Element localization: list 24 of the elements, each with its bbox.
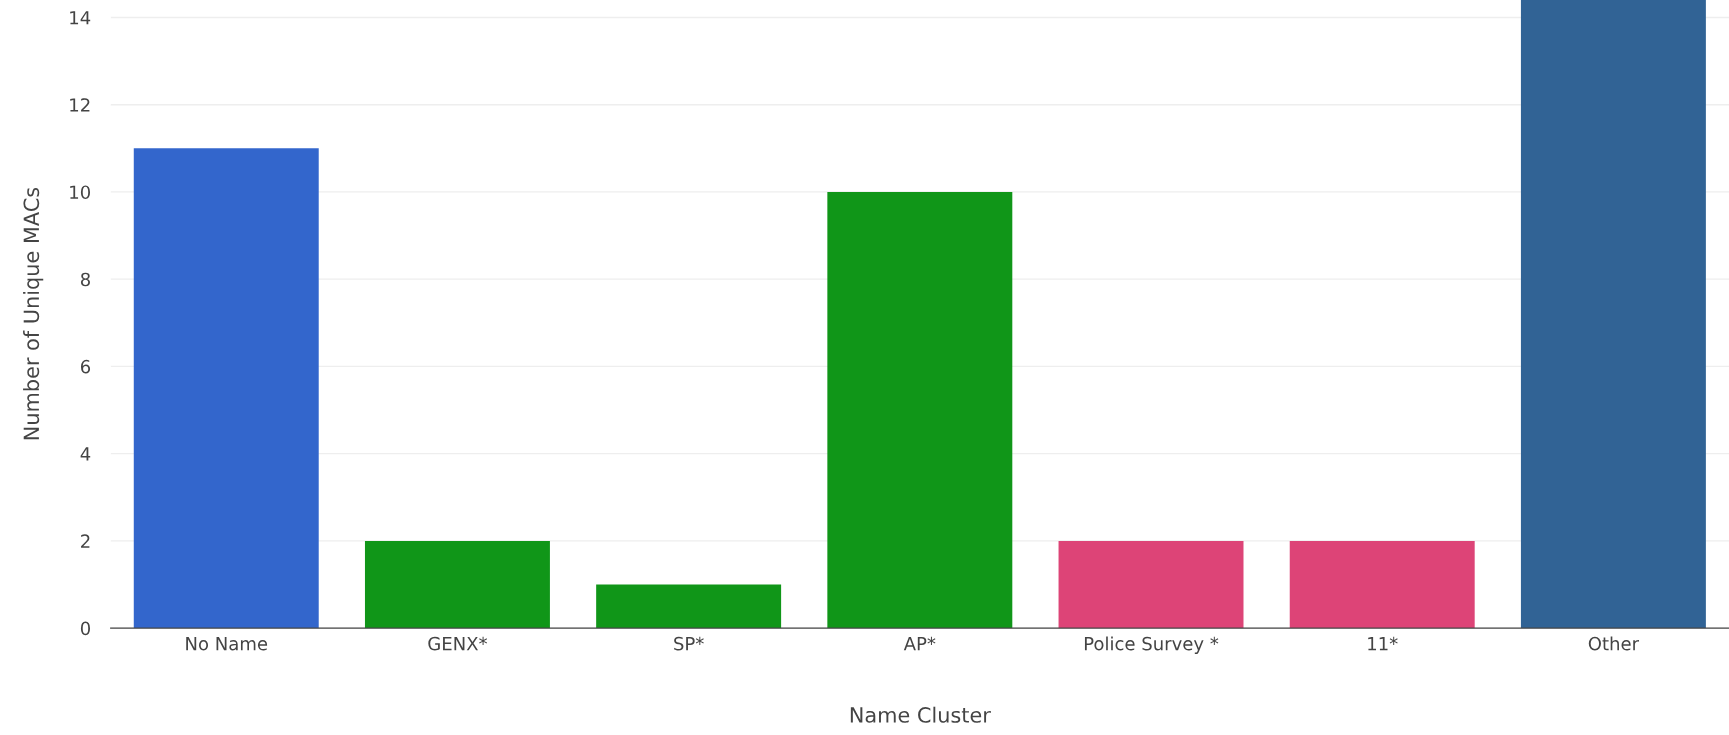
y-tick-label: 6 [80,359,91,374]
x-tick-label: 11* [1368,636,1398,651]
y-tick-label: 8 [80,272,90,287]
x-tick-label: Police Survey * [1084,636,1219,654]
y-axis-title: Number of Unique MACs [23,187,44,440]
x-tick-label: SP* [674,636,704,651]
y-tick-label: 10 [70,185,91,200]
x-axis-title: Name Cluster [850,706,991,723]
x-tick-label: No Name [186,637,268,651]
x-tick-label: AP* [903,636,936,651]
bar [1058,540,1244,629]
bar [1289,540,1475,629]
x-tick-label: Other [1588,636,1640,651]
bar [1520,0,1706,629]
bar [364,540,550,629]
y-tick-label: 14 [70,11,91,25]
y-tick-label: 2 [81,534,90,548]
x-tick-label: GENX* [428,636,488,651]
bar [133,148,319,629]
bar [596,584,782,629]
y-tick-label: 4 [80,447,91,461]
bar [827,191,1013,629]
y-tick-label: 0 [80,621,91,636]
y-tick-label: 12 [70,98,90,112]
